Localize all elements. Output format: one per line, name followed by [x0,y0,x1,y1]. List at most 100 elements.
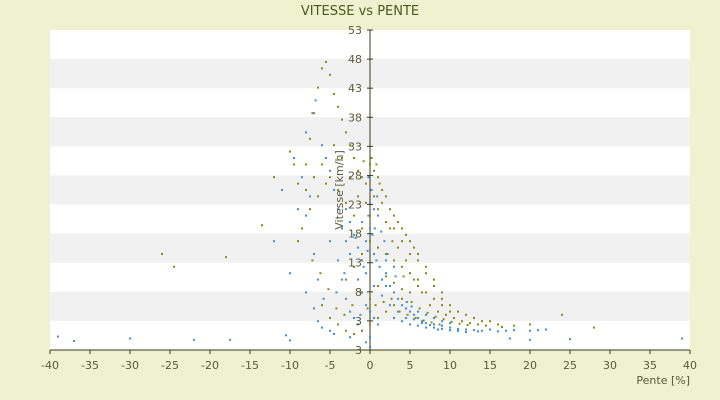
x-tick-label: -10 [281,359,299,372]
data-point [417,259,419,262]
data-point [393,291,395,294]
data-point [413,318,415,321]
data-point [367,176,370,179]
data-point [405,233,407,236]
data-point [385,253,387,255]
data-point [529,323,531,326]
data-point [329,329,331,332]
data-point [357,278,359,281]
x-tick-label: 15 [483,359,497,372]
data-point [309,195,311,198]
data-point [425,265,427,268]
data-point [569,338,571,341]
data-point [397,310,399,313]
data-point [386,253,389,255]
data-point [458,322,461,325]
data-point [505,329,507,332]
data-point [369,240,371,243]
data-point [438,323,441,326]
data-point [370,189,373,191]
data-point [371,233,374,236]
data-point [369,345,371,348]
data-point [417,317,419,319]
data-point [405,301,408,303]
data-point [385,310,387,313]
data-point [378,182,381,185]
data-point [369,310,371,313]
x-tick-label: 20 [523,359,537,372]
data-point [161,253,163,255]
data-point [377,208,379,211]
data-point [366,307,369,310]
data-point [353,333,355,335]
data-point [369,323,371,326]
data-point [273,176,275,179]
x-tick-label: 40 [683,359,697,372]
data-point [401,297,403,300]
data-point [343,313,346,316]
data-point [430,321,433,324]
data-point [445,313,447,316]
data-point [313,112,315,115]
data-point [401,320,403,323]
data-point [449,322,451,325]
data-point [305,131,307,134]
x-tick-label: 10 [443,359,457,372]
data-point [377,317,379,319]
y-tick-label: 48 [348,53,362,66]
data-point [385,195,387,198]
data-point [410,301,413,303]
data-point [345,201,347,204]
data-point [429,324,431,327]
data-point [425,272,427,275]
data-point [433,278,435,281]
y-tick-label: 8 [355,286,362,299]
data-point [317,195,319,198]
data-point [345,240,347,243]
data-point [229,338,231,341]
data-point [317,320,319,323]
data-point [437,310,439,313]
data-point [327,288,330,291]
data-point [513,324,515,327]
data-point [422,319,425,322]
data-point [325,182,327,185]
data-point [345,131,347,134]
data-point [345,297,347,300]
data-point [349,144,351,147]
data-point [441,320,443,323]
data-point [349,336,351,339]
data-point [329,317,331,319]
data-point [393,265,395,268]
data-point [361,176,363,179]
data-point [385,272,387,275]
data-point [353,214,355,217]
data-point [343,272,346,275]
x-tick-label: 25 [563,359,577,372]
data-point [373,253,375,255]
data-point [349,310,351,313]
data-point [311,112,314,115]
data-point [381,278,383,281]
data-point [382,301,385,303]
data-point [529,338,531,341]
data-point [401,240,403,243]
data-point [426,311,429,314]
x-tick-label: -35 [81,359,99,372]
data-point [409,253,411,255]
data-point [417,278,419,281]
data-point [378,265,381,268]
data-point [349,253,351,255]
data-point [405,317,407,319]
data-point [341,157,343,159]
data-point [465,331,467,334]
data-point [314,99,317,102]
data-point [481,320,483,323]
x-tick-label: 30 [603,359,617,372]
x-axis-title: Pente [%] [636,374,690,387]
data-point [481,329,483,332]
data-point [353,317,355,319]
data-point [129,337,131,340]
data-point [313,253,315,255]
data-point [377,285,379,287]
